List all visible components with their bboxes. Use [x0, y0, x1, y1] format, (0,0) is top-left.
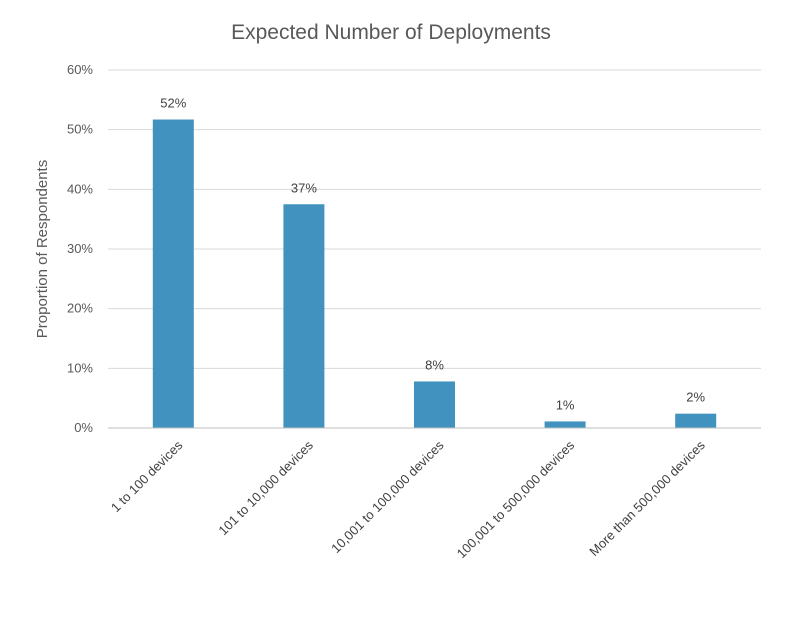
data-label: 37%	[291, 180, 317, 195]
y-axis-ticks: 0% 10% 20% 30% 40% 50% 60%	[67, 62, 93, 435]
data-label: 2%	[686, 390, 705, 405]
x-tick-label: 10,001 to 100,000 devices	[328, 437, 447, 556]
y-tick-label: 60%	[67, 62, 93, 77]
x-tick-label: More than 500,000 devices	[586, 437, 708, 559]
y-tick-label: 30%	[67, 241, 93, 256]
y-tick-label: 50%	[67, 122, 93, 137]
bar	[152, 119, 194, 429]
y-tick-label: 40%	[67, 181, 93, 196]
y-tick-label: 10%	[67, 360, 93, 375]
data-labels: 52% 37% 8% 1% 2%	[160, 96, 705, 413]
chart-title: Expected Number of Deployments	[231, 21, 551, 44]
bar	[283, 204, 325, 428]
bar	[414, 381, 455, 428]
x-tick-label: 100,001 to 500,000 devices	[454, 437, 578, 561]
gridlines	[108, 69, 761, 369]
x-tick-label: 1 to 100 devices	[108, 437, 186, 515]
data-label: 8%	[425, 357, 444, 372]
bar	[675, 413, 717, 428]
x-axis-labels: 1 to 100 devices 101 to 10,000 devices 10,…	[108, 437, 708, 561]
data-label: 52%	[160, 96, 186, 111]
data-label: 1%	[556, 397, 575, 412]
bars	[152, 119, 717, 429]
bar	[544, 421, 586, 428]
y-tick-label: 0%	[74, 420, 93, 435]
y-tick-label: 20%	[67, 301, 93, 316]
x-tick-label: 101 to 10,000 devices	[215, 437, 316, 538]
y-axis-title: Proportion of Respondents	[34, 160, 51, 338]
